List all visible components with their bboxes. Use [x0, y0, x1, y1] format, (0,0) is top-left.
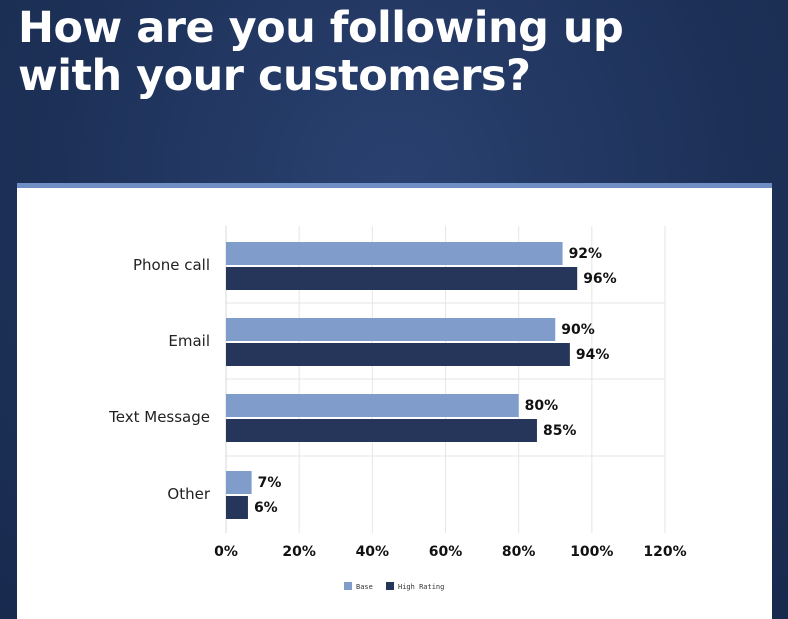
page-title-line-2: with your customers? — [18, 51, 531, 101]
legend-label: High Rating — [398, 583, 444, 591]
bar-base — [226, 471, 252, 494]
x-tick-label: 80% — [502, 544, 536, 560]
legend-swatch-high-rating — [386, 582, 394, 590]
bar-high-rating — [226, 343, 570, 366]
category-label: Phone call — [133, 256, 210, 274]
bar-base — [226, 394, 519, 417]
labels-layer: 0% 20% 40% 60% 80% 100% 120% Phone call 92% 96% Em… — [108, 246, 686, 560]
x-tick-label: 0% — [214, 544, 238, 560]
category-label: Other — [167, 485, 210, 503]
legend-swatch-base — [344, 582, 352, 590]
bar-base — [226, 318, 556, 341]
bar-value-label: 85% — [543, 423, 577, 439]
bar-value-label: 6% — [254, 500, 278, 516]
legend: Base High Rating — [344, 582, 444, 591]
page-title-line-1: How are you following up — [18, 3, 624, 53]
bar-base — [226, 242, 563, 265]
bar-high-rating — [226, 267, 578, 290]
bar-value-label: 7% — [258, 475, 282, 491]
bar-value-label: 80% — [525, 398, 559, 414]
x-tick-label: 20% — [282, 544, 316, 560]
bar-high-rating — [226, 496, 248, 519]
bars-layer — [226, 242, 578, 519]
bar-value-label: 90% — [561, 322, 595, 338]
x-tick-label: 60% — [429, 544, 463, 560]
category-label: Email — [168, 332, 210, 350]
page-title: How are you following up with your custo… — [18, 4, 758, 100]
legend-label: Base — [356, 583, 373, 591]
chart-card: 0% 20% 40% 60% 80% 100% 120% Phone call 92% 96% Em… — [17, 183, 772, 619]
bar-value-label: 94% — [576, 347, 610, 363]
x-tick-label: 40% — [356, 544, 390, 560]
bar-value-label: 96% — [583, 271, 617, 287]
x-tick-label: 120% — [643, 544, 686, 560]
bar-chart: 0% 20% 40% 60% 80% 100% 120% Phone call 92% 96% Em… — [108, 226, 687, 591]
x-tick-label: 100% — [570, 544, 613, 560]
bar-value-label: 92% — [569, 246, 603, 262]
bar-high-rating — [226, 419, 537, 442]
category-label: Text Message — [108, 408, 210, 426]
